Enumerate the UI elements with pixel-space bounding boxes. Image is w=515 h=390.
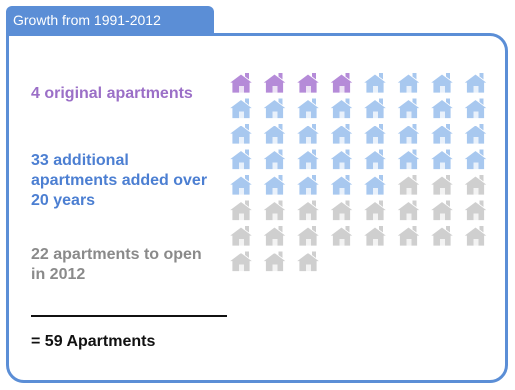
house-icon-added	[462, 98, 489, 119]
house-icon-added	[395, 124, 422, 145]
legend-original-text: 4 original apartments	[31, 85, 193, 102]
house-icon-added	[261, 149, 288, 170]
house-icon-added	[294, 175, 322, 196]
house-icon-added	[261, 175, 288, 196]
house-icon-added	[462, 124, 489, 145]
house-icon-added	[395, 73, 422, 94]
house-icon-upcoming	[261, 251, 288, 272]
house-icon-original	[261, 73, 288, 94]
house-icon-added	[361, 175, 389, 196]
house-icon-upcoming	[462, 175, 489, 196]
house-icon-upcoming	[227, 226, 255, 247]
house-icon-upcoming	[428, 175, 456, 196]
house-icon-added	[227, 175, 255, 196]
house-icon-added	[328, 175, 355, 196]
house-icon-added	[227, 124, 255, 145]
house-icon-added	[462, 73, 489, 94]
house-icon-upcoming	[428, 200, 456, 221]
house-icon-upcoming	[227, 200, 255, 221]
house-icon-added	[227, 98, 255, 119]
total-divider	[31, 315, 227, 317]
house-icon-upcoming	[462, 226, 489, 247]
house-icon-upcoming	[395, 200, 422, 221]
house-icon-added	[428, 73, 456, 94]
house-icon-original	[294, 73, 322, 94]
house-icon-added	[294, 149, 322, 170]
house-icon-upcoming	[294, 226, 322, 247]
section-tab-title: Growth from 1991-2012	[6, 6, 214, 34]
house-icon-upcoming	[462, 200, 489, 221]
house-icon-added	[328, 149, 355, 170]
house-icon-upcoming	[261, 226, 288, 247]
house-icon-upcoming	[395, 175, 422, 196]
house-icon-added	[261, 124, 288, 145]
legend-original: 4 original apartments	[31, 84, 201, 104]
house-icon-original	[328, 73, 355, 94]
legend-added-text: 33 additional apartments added over 20 y…	[31, 152, 208, 209]
house-icon-upcoming	[261, 200, 288, 221]
house-icon-added	[428, 98, 456, 119]
house-icon-added	[361, 149, 389, 170]
growth-card	[6, 33, 508, 383]
house-icon-upcoming	[294, 200, 322, 221]
house-icon-added	[294, 124, 322, 145]
legend-added: 33 additional apartments added over 20 y…	[31, 151, 216, 211]
house-icon-added	[395, 98, 422, 119]
house-icon-added	[428, 149, 456, 170]
house-icon-added	[361, 124, 389, 145]
house-icon-upcoming	[361, 200, 389, 221]
house-icon-upcoming	[328, 200, 355, 221]
house-icon-added	[294, 98, 322, 119]
house-icon-added	[261, 98, 288, 119]
house-icon-added	[395, 149, 422, 170]
house-icon-added	[328, 124, 355, 145]
house-icon-added	[361, 98, 389, 119]
house-icon-upcoming	[395, 226, 422, 247]
legend-upcoming: 22 apartments to open in 2012	[31, 245, 206, 285]
house-icon-upcoming	[361, 226, 389, 247]
house-icon-added	[227, 149, 255, 170]
house-icon-added	[361, 73, 389, 94]
house-icon-upcoming	[328, 226, 355, 247]
legend-upcoming-text: 22 apartments to open in 2012	[31, 246, 202, 283]
house-icon-original	[227, 73, 255, 94]
house-icon-upcoming	[428, 226, 456, 247]
house-icon-added	[462, 149, 489, 170]
house-icon-upcoming	[294, 251, 322, 272]
house-icon-added	[328, 98, 355, 119]
house-icon-added	[428, 124, 456, 145]
house-icon-upcoming	[227, 251, 255, 272]
total-label: = 59 Apartments	[31, 333, 156, 350]
